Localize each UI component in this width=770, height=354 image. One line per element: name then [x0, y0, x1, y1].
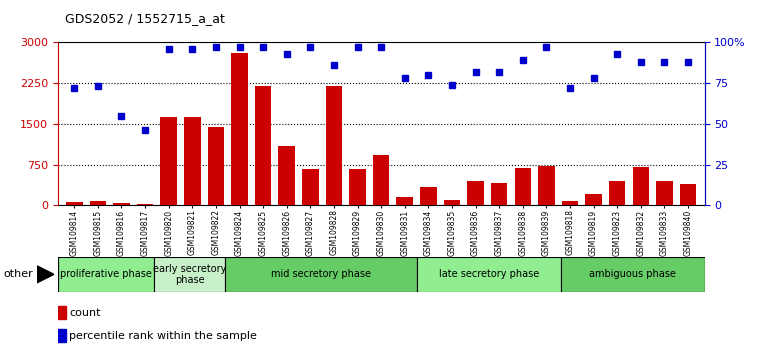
Bar	[417, 257, 561, 292]
Polygon shape	[37, 266, 54, 283]
Text: proliferative phase: proliferative phase	[60, 269, 152, 279]
Bar	[137, 204, 153, 205]
Bar	[680, 184, 696, 205]
Text: percentile rank within the sample: percentile rank within the sample	[69, 331, 257, 341]
Text: late secretory phase: late secretory phase	[439, 269, 539, 279]
Bar	[89, 201, 106, 205]
Bar	[58, 330, 65, 342]
Bar	[255, 86, 271, 205]
Bar	[231, 53, 248, 205]
Text: GDS2052 / 1552715_a_at: GDS2052 / 1552715_a_at	[65, 12, 226, 25]
Bar	[656, 181, 673, 205]
Bar	[467, 182, 484, 205]
Text: early secretory
phase: early secretory phase	[152, 263, 226, 285]
Bar	[373, 155, 390, 205]
Text: mid secretory phase: mid secretory phase	[271, 269, 371, 279]
Bar	[562, 201, 578, 205]
Bar	[561, 257, 705, 292]
Bar	[444, 200, 460, 205]
Bar	[585, 194, 602, 205]
Bar	[226, 257, 417, 292]
Bar	[350, 169, 366, 205]
Bar	[514, 169, 531, 205]
Bar	[58, 257, 153, 292]
Text: ambiguous phase: ambiguous phase	[589, 269, 676, 279]
Bar	[302, 170, 319, 205]
Bar	[491, 183, 507, 205]
Bar	[279, 145, 295, 205]
Bar	[208, 127, 224, 205]
Text: count: count	[69, 308, 101, 318]
Bar	[538, 166, 554, 205]
Bar	[153, 257, 226, 292]
Bar	[632, 167, 649, 205]
Text: other: other	[4, 269, 34, 279]
Bar	[397, 197, 413, 205]
Bar	[420, 187, 437, 205]
Bar	[58, 307, 65, 319]
Bar	[160, 118, 177, 205]
Bar	[66, 202, 82, 205]
Bar	[113, 202, 130, 205]
Bar	[326, 86, 342, 205]
Bar	[609, 182, 625, 205]
Bar	[184, 118, 200, 205]
